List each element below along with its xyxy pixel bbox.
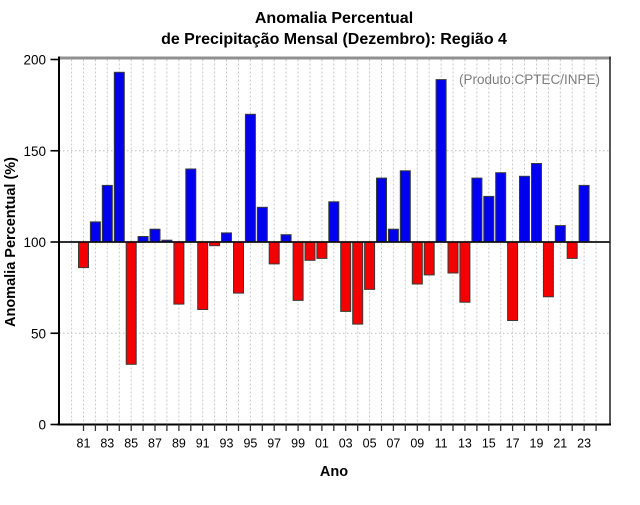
bar-1997 — [268, 241, 280, 265]
x-tick-label-07: 07 — [386, 437, 400, 451]
x-tick-label-23: 23 — [577, 437, 591, 451]
bar-1984 — [113, 71, 125, 243]
y-tick-label-100: 100 — [23, 235, 46, 250]
bar-1991 — [197, 241, 209, 310]
bar-2016 — [495, 172, 507, 243]
bar-2012 — [447, 241, 459, 274]
bar-2014 — [471, 177, 483, 243]
bar-2015 — [483, 195, 495, 243]
x-tick-label-03: 03 — [339, 437, 353, 451]
bar-2005 — [364, 241, 376, 290]
bar-1989 — [173, 241, 185, 305]
y-tick-label-150: 150 — [23, 144, 46, 159]
x-tick-label-09: 09 — [410, 437, 424, 451]
bar-1990 — [185, 168, 197, 243]
bar-2022 — [566, 241, 578, 259]
x-tick-label-21: 21 — [553, 437, 567, 451]
x-tick-label-13: 13 — [458, 437, 472, 451]
x-tick-label-83: 83 — [100, 437, 114, 451]
bar-1993 — [221, 232, 232, 243]
y-tick-label-0: 0 — [38, 418, 46, 433]
bar-2009 — [411, 241, 423, 285]
bar-1985 — [125, 241, 137, 365]
x-axis-label: Ano — [320, 464, 348, 480]
bar-2001 — [316, 241, 328, 259]
x-tick-label-05: 05 — [363, 437, 377, 451]
bar-1983 — [101, 184, 113, 243]
chart-title-line2: de Precipitação Mensal (Dezembro): Regiã… — [161, 31, 507, 48]
x-tick-label-15: 15 — [482, 437, 496, 451]
x-tick-label-93: 93 — [220, 437, 234, 451]
bar-1995 — [244, 113, 256, 243]
bar-2004 — [352, 241, 364, 325]
bar-2013 — [459, 241, 471, 303]
bar-2017 — [507, 241, 519, 321]
x-tick-label-85: 85 — [124, 437, 138, 451]
y-tick-label-200: 200 — [23, 53, 46, 68]
bar-2018 — [519, 175, 530, 243]
y-axis-label: Anomalia Percentual (%) — [3, 157, 19, 327]
x-tick-label-91: 91 — [196, 437, 210, 451]
bar-1982 — [89, 221, 101, 243]
bar-2020 — [542, 241, 554, 298]
bar-1998 — [280, 234, 292, 243]
x-tick-label-89: 89 — [172, 437, 186, 451]
x-tick-label-95: 95 — [243, 437, 257, 451]
gridlines — [59, 59, 610, 425]
bar-2021 — [554, 225, 566, 243]
x-tick-label-17: 17 — [506, 437, 520, 451]
bars-group — [78, 71, 590, 365]
product-annotation: (Produto:CPTEC/INPE) — [459, 72, 600, 87]
bar-2011 — [435, 79, 447, 243]
x-tick-label-97: 97 — [267, 437, 281, 451]
x-tick-label-11: 11 — [435, 437, 448, 451]
bar-2008 — [399, 170, 411, 243]
bar-2002 — [328, 201, 340, 243]
bar-1981 — [78, 241, 89, 269]
bar-2023 — [578, 184, 590, 243]
tick-marks — [50, 58, 597, 431]
tick-labels: 0 50 100 150 200 81 83 85 87 89 91 93 95 97 99 01 03 05 07… — [23, 53, 591, 451]
bar-2000 — [304, 241, 316, 261]
x-tick-label-81: 81 — [77, 437, 91, 451]
bar-1987 — [149, 228, 161, 243]
x-tick-label-19: 19 — [530, 437, 544, 451]
x-tick-label-99: 99 — [291, 437, 305, 451]
bar-2007 — [387, 228, 399, 243]
x-tick-label-01: 01 — [315, 437, 329, 451]
bar-2006 — [376, 177, 387, 243]
y-tick-label-50: 50 — [31, 326, 46, 341]
bar-1999 — [292, 241, 304, 301]
chart-title-line1: Anomalia Percentual — [255, 10, 413, 27]
bar-2010 — [423, 241, 435, 276]
bar-2019 — [531, 163, 542, 243]
bar-2003 — [340, 241, 352, 312]
bar-1996 — [256, 206, 268, 243]
bar-1994 — [233, 241, 244, 294]
x-tick-label-87: 87 — [148, 437, 162, 451]
